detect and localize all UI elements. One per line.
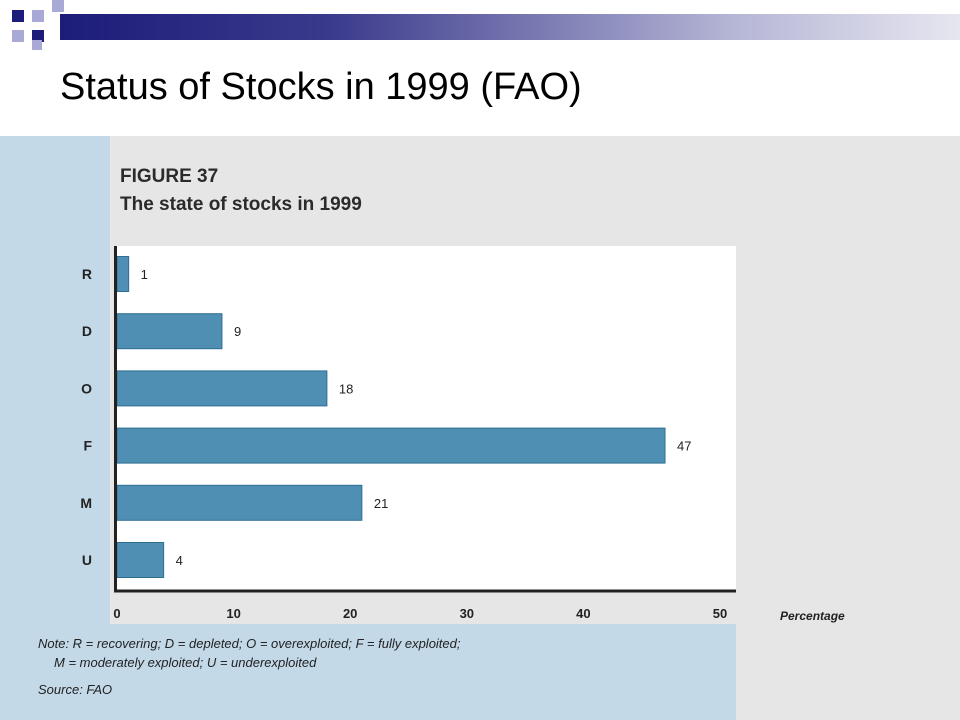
x-tick-label-0: 0 <box>113 606 120 621</box>
header-square-navy-1 <box>12 10 24 22</box>
data-label-D: 9 <box>234 324 241 339</box>
bar-U <box>116 542 165 578</box>
data-label-O: 18 <box>339 381 353 396</box>
slide-title: Status of Stocks in 1999 (FAO) <box>60 66 582 108</box>
figure-note-line-1: Note: R = recovering; D = depleted; O = … <box>38 636 461 651</box>
bar-F <box>116 427 666 464</box>
x-axis-label: Percentage <box>780 609 845 623</box>
header-gradient-bar <box>60 14 960 40</box>
data-label-F: 47 <box>677 439 691 454</box>
bar-D <box>116 313 223 350</box>
bar-M <box>116 484 363 521</box>
figure-source: Source: FAO <box>38 682 113 697</box>
figure-label: FIGURE 37 <box>120 166 219 187</box>
header-square-lavender-2 <box>12 30 24 42</box>
figure-side-panel <box>0 136 110 720</box>
x-tick-label-40: 40 <box>576 606 590 621</box>
x-tick-label-50: 50 <box>713 606 727 621</box>
figure-image: FIGURE 37 The state of stocks in 1999 R 1… <box>0 136 960 720</box>
category-label-F: F <box>83 438 92 454</box>
x-tick-label-10: 10 <box>226 606 240 621</box>
category-label-U: U <box>82 552 92 568</box>
category-label-R: R <box>82 266 92 282</box>
figure-note-line-2: M = moderately exploited; U = underexplo… <box>54 655 317 670</box>
category-label-D: D <box>82 323 92 339</box>
bar-R <box>116 256 130 292</box>
bar-O <box>116 370 328 407</box>
category-label-M: M <box>80 495 92 511</box>
header-square-lavender-1 <box>32 10 44 22</box>
bars-group <box>116 256 666 578</box>
header-square-lavender-4 <box>32 40 42 50</box>
category-label-O: O <box>81 380 92 396</box>
data-label-U: 4 <box>176 553 183 568</box>
header-square-lavender-3 <box>52 0 64 12</box>
figure-note-panel <box>0 624 736 720</box>
chart-title: The state of stocks in 1999 <box>120 194 362 215</box>
x-tick-label-20: 20 <box>343 606 357 621</box>
header-square-navy-2 <box>32 30 44 42</box>
x-tick-label-30: 30 <box>460 606 474 621</box>
plot-area <box>114 246 736 592</box>
bar-chart: R 1D 9O 18F 47M 21U 40 10 20 30 40 50 <box>80 246 736 621</box>
data-label-M: 21 <box>374 496 388 511</box>
data-label-R: 1 <box>141 267 148 282</box>
